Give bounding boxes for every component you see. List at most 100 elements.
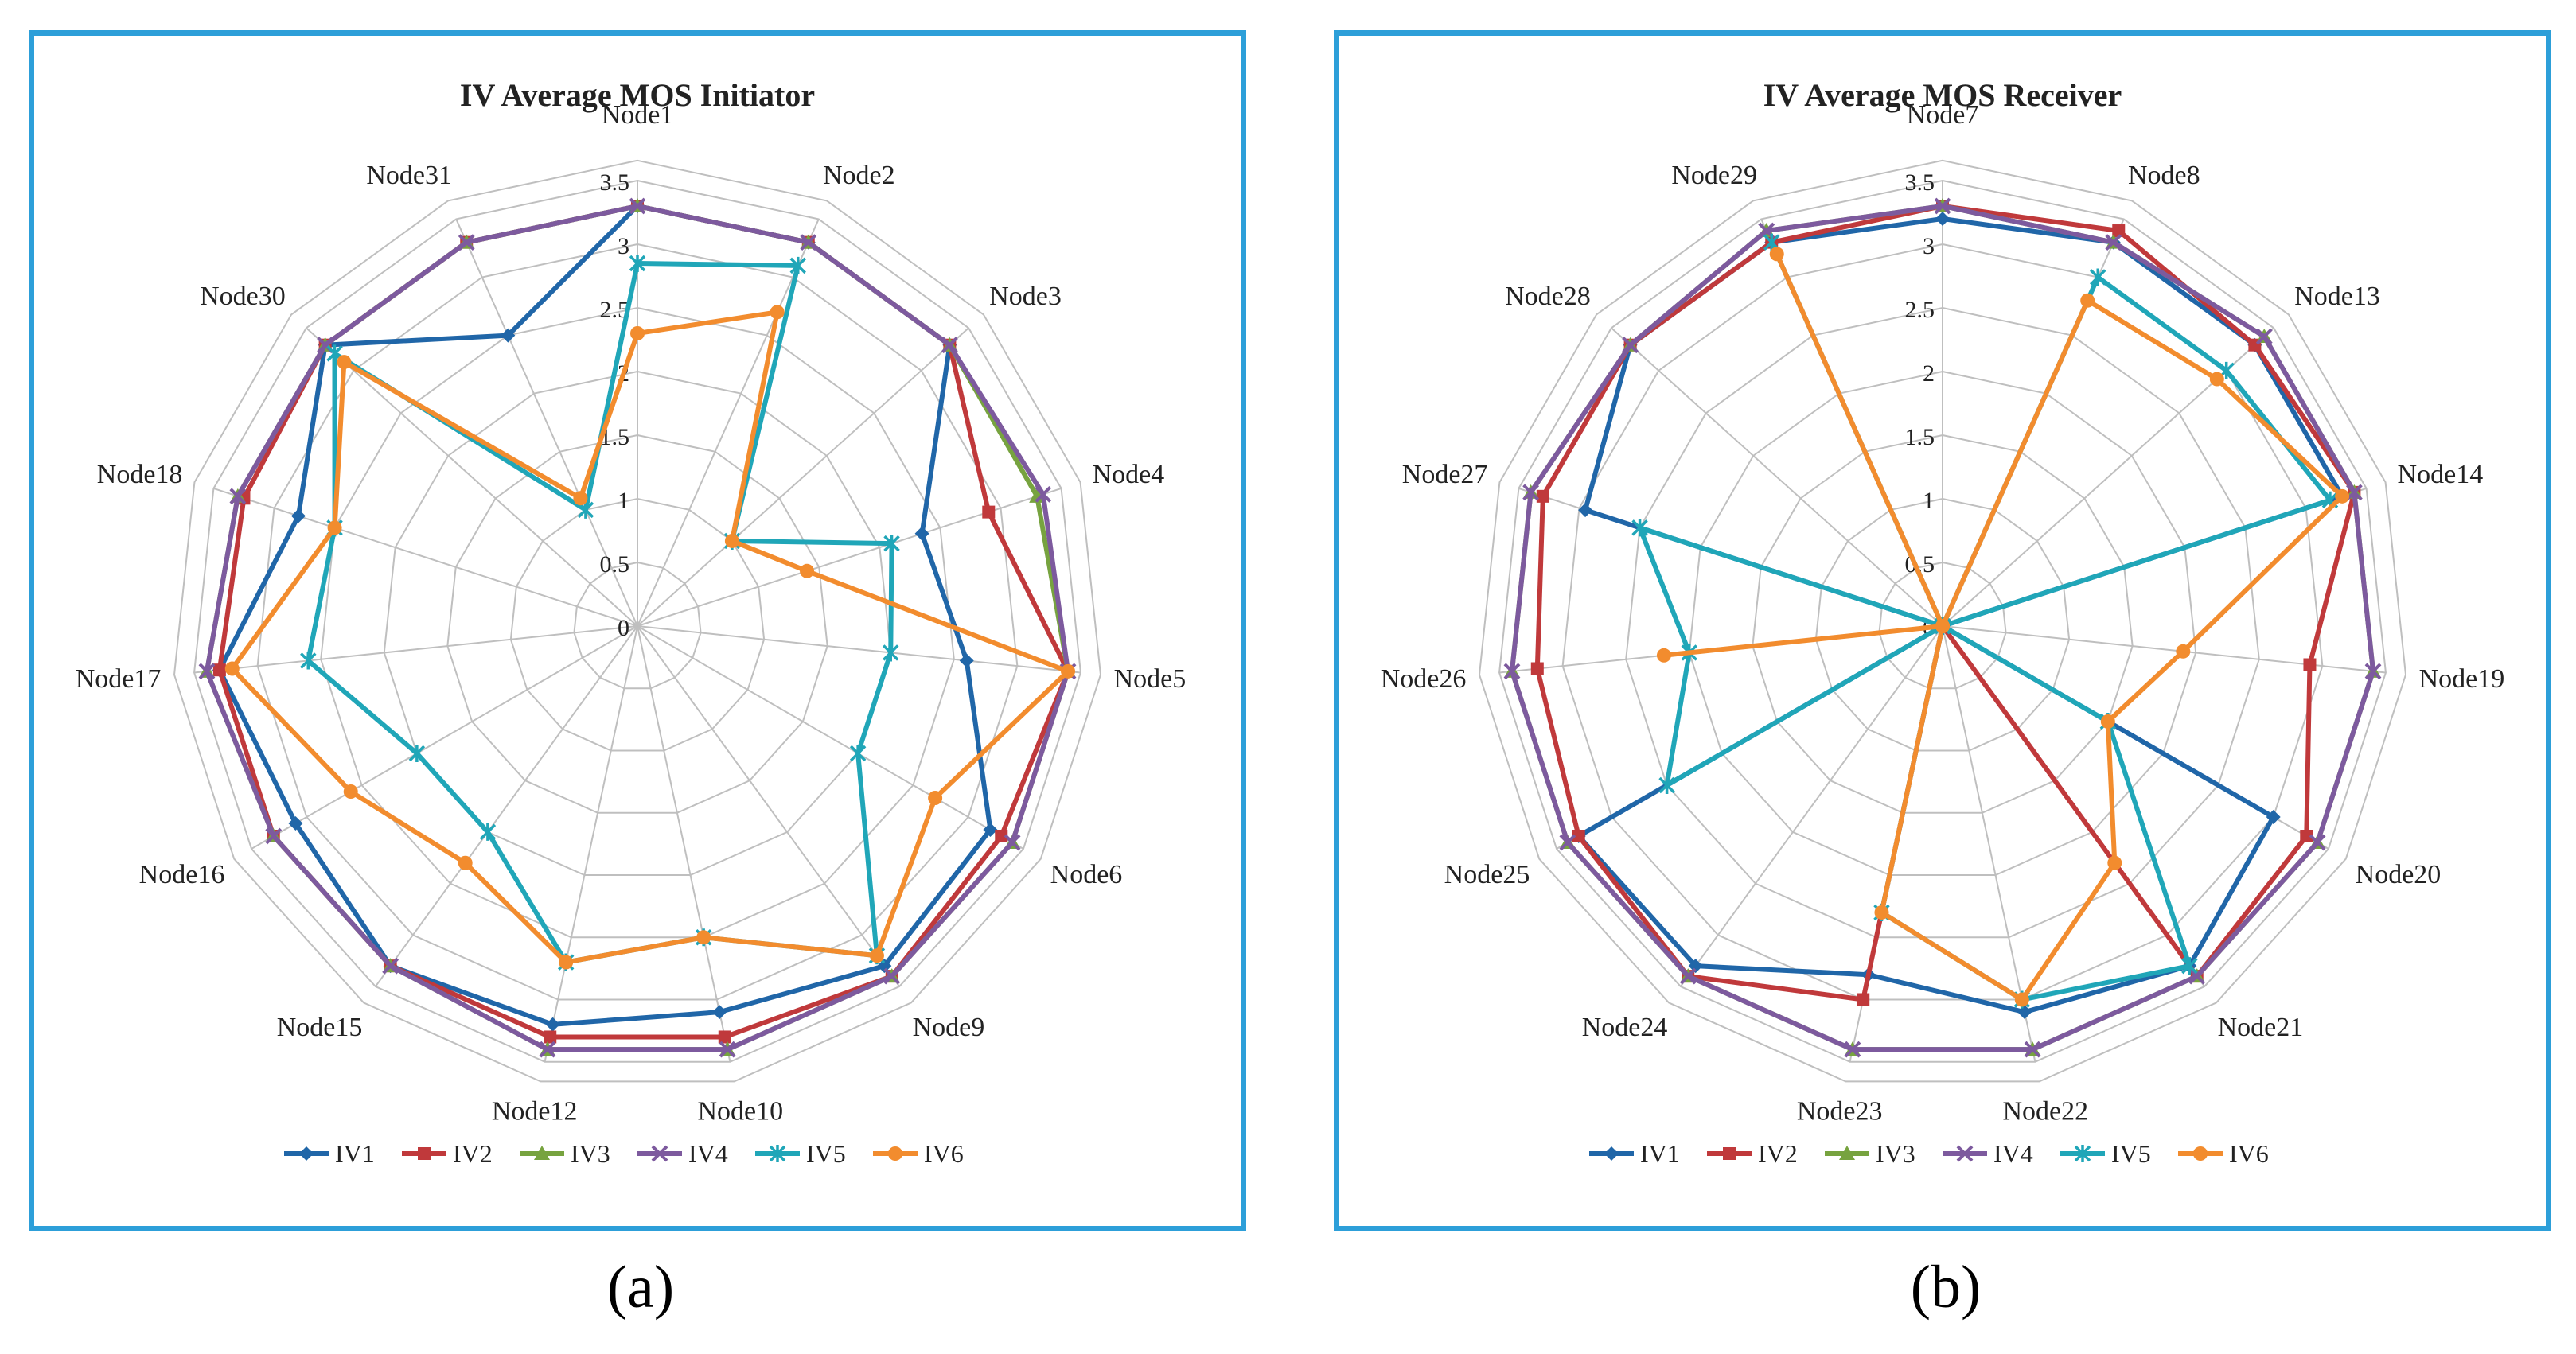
- data-point: [343, 784, 358, 799]
- chart-title: IV Average MOS Receiver: [1763, 77, 2122, 113]
- data-point: [224, 661, 240, 676]
- grid-spoke: [637, 219, 820, 627]
- data-point: [458, 855, 473, 870]
- data-point: [995, 830, 1008, 842]
- data-point: [1578, 503, 1593, 518]
- category-label: Node17: [76, 664, 162, 694]
- category-label: Node20: [2356, 860, 2442, 889]
- grid-ring: [573, 561, 702, 690]
- series-line: [216, 204, 1071, 1040]
- legend-item: IV6: [873, 1139, 964, 1168]
- grid-spoke: [193, 625, 638, 674]
- data-point: [327, 520, 342, 535]
- category-label: Node2: [823, 161, 895, 190]
- data-point: [1874, 905, 1889, 920]
- legend-marker: [1839, 1146, 1855, 1160]
- data-point: [724, 533, 739, 548]
- data-point: [2266, 810, 2281, 824]
- legend-marker: [2193, 1146, 2208, 1161]
- category-label: Node13: [2294, 282, 2380, 311]
- data-point: [337, 355, 352, 370]
- data-point: [877, 959, 892, 974]
- grid-ring: [1752, 434, 2134, 814]
- data-point: [559, 955, 574, 970]
- category-label: Node14: [2398, 460, 2484, 489]
- chart-panel-initiator: IV Average MOS Initiator 0 0.5 1 1.5 2 2.5 3 3.5…: [29, 30, 1246, 1231]
- category-label: Node8: [2128, 161, 2200, 190]
- category-label: Node24: [1582, 1013, 1668, 1042]
- category-label: Node4: [1093, 460, 1165, 489]
- tick-label: 3.5: [1905, 169, 1935, 196]
- legend-label: IV1: [1640, 1139, 1680, 1168]
- data-point: [212, 663, 226, 677]
- data-point: [1844, 1041, 1861, 1058]
- radar-grid: [173, 159, 1102, 1083]
- legend-label: IV5: [2111, 1139, 2151, 1168]
- legend-item: IV2: [402, 1139, 493, 1168]
- data-point: [789, 256, 806, 274]
- legend-marker: [299, 1146, 314, 1161]
- tick-label: 3.5: [600, 169, 630, 196]
- grid-ring: [1878, 561, 2007, 690]
- grid-ring: [193, 179, 1081, 1063]
- legend: IV1 IV2 IV3 IV4 IV5 IV6: [284, 1139, 964, 1168]
- legend-item: IV1: [284, 1139, 375, 1168]
- grid-spoke: [637, 487, 1062, 627]
- category-label: Node16: [139, 860, 225, 889]
- data-point: [544, 1030, 557, 1044]
- data-point: [2188, 967, 2206, 985]
- series-iv6: [224, 305, 1076, 970]
- data-point: [1631, 519, 1648, 537]
- chart-title: IV Average MOS Initiator: [460, 77, 815, 113]
- subplot-label-a: (a): [606, 1254, 675, 1321]
- legend-label: IV6: [924, 1139, 964, 1168]
- series-line: [229, 309, 1071, 965]
- series-line: [1661, 251, 2345, 1002]
- data-point: [629, 255, 646, 272]
- category-label: Node3: [989, 282, 1062, 311]
- category-label: Node21: [2218, 1013, 2304, 1042]
- data-point: [2209, 372, 2224, 387]
- series-line: [204, 204, 1071, 1052]
- grid-ring: [256, 243, 1019, 1001]
- grid-spoke: [637, 625, 900, 987]
- data-point: [770, 305, 785, 320]
- data-point: [2300, 830, 2313, 842]
- data-point: [1934, 197, 1951, 215]
- data-point: [928, 791, 943, 805]
- legend-label: IV4: [688, 1139, 728, 1168]
- data-point: [1857, 993, 1870, 1006]
- category-label: Node12: [492, 1096, 578, 1126]
- grid-ring: [1498, 179, 2387, 1063]
- data-point: [545, 1017, 560, 1032]
- tick-label: 0.5: [600, 551, 630, 578]
- grid-spoke: [637, 625, 1081, 674]
- category-label: Node15: [277, 1013, 363, 1042]
- grid-ring: [1814, 497, 2071, 752]
- grid-ring: [1561, 243, 2324, 1001]
- legend-marker: [418, 1147, 431, 1160]
- grid-spoke: [637, 625, 1024, 850]
- data-point: [539, 1041, 556, 1058]
- legend-item: IV1: [1589, 1139, 1680, 1168]
- legend: IV1 IV2 IV3 IV4 IV5 IV6: [1589, 1139, 2269, 1168]
- legend-item: IV5: [2060, 1139, 2151, 1168]
- tick-label: 2.5: [1905, 297, 1935, 323]
- data-point: [290, 508, 306, 523]
- tick-label: 3: [618, 233, 629, 259]
- data-point: [982, 505, 996, 519]
- category-label: Node5: [1114, 664, 1187, 694]
- grid-spoke: [455, 219, 638, 627]
- data-point: [1035, 485, 1052, 503]
- data-point: [300, 652, 317, 670]
- data-point: [800, 234, 817, 251]
- data-point: [198, 663, 216, 680]
- legend-marker: [1604, 1146, 1619, 1161]
- data-point: [718, 1030, 731, 1044]
- data-point: [2345, 484, 2363, 501]
- series-line: [216, 204, 993, 1027]
- data-point: [1935, 212, 1950, 226]
- data-point: [573, 491, 588, 506]
- legend-marker: [888, 1146, 902, 1161]
- category-label: Node28: [1505, 282, 1591, 311]
